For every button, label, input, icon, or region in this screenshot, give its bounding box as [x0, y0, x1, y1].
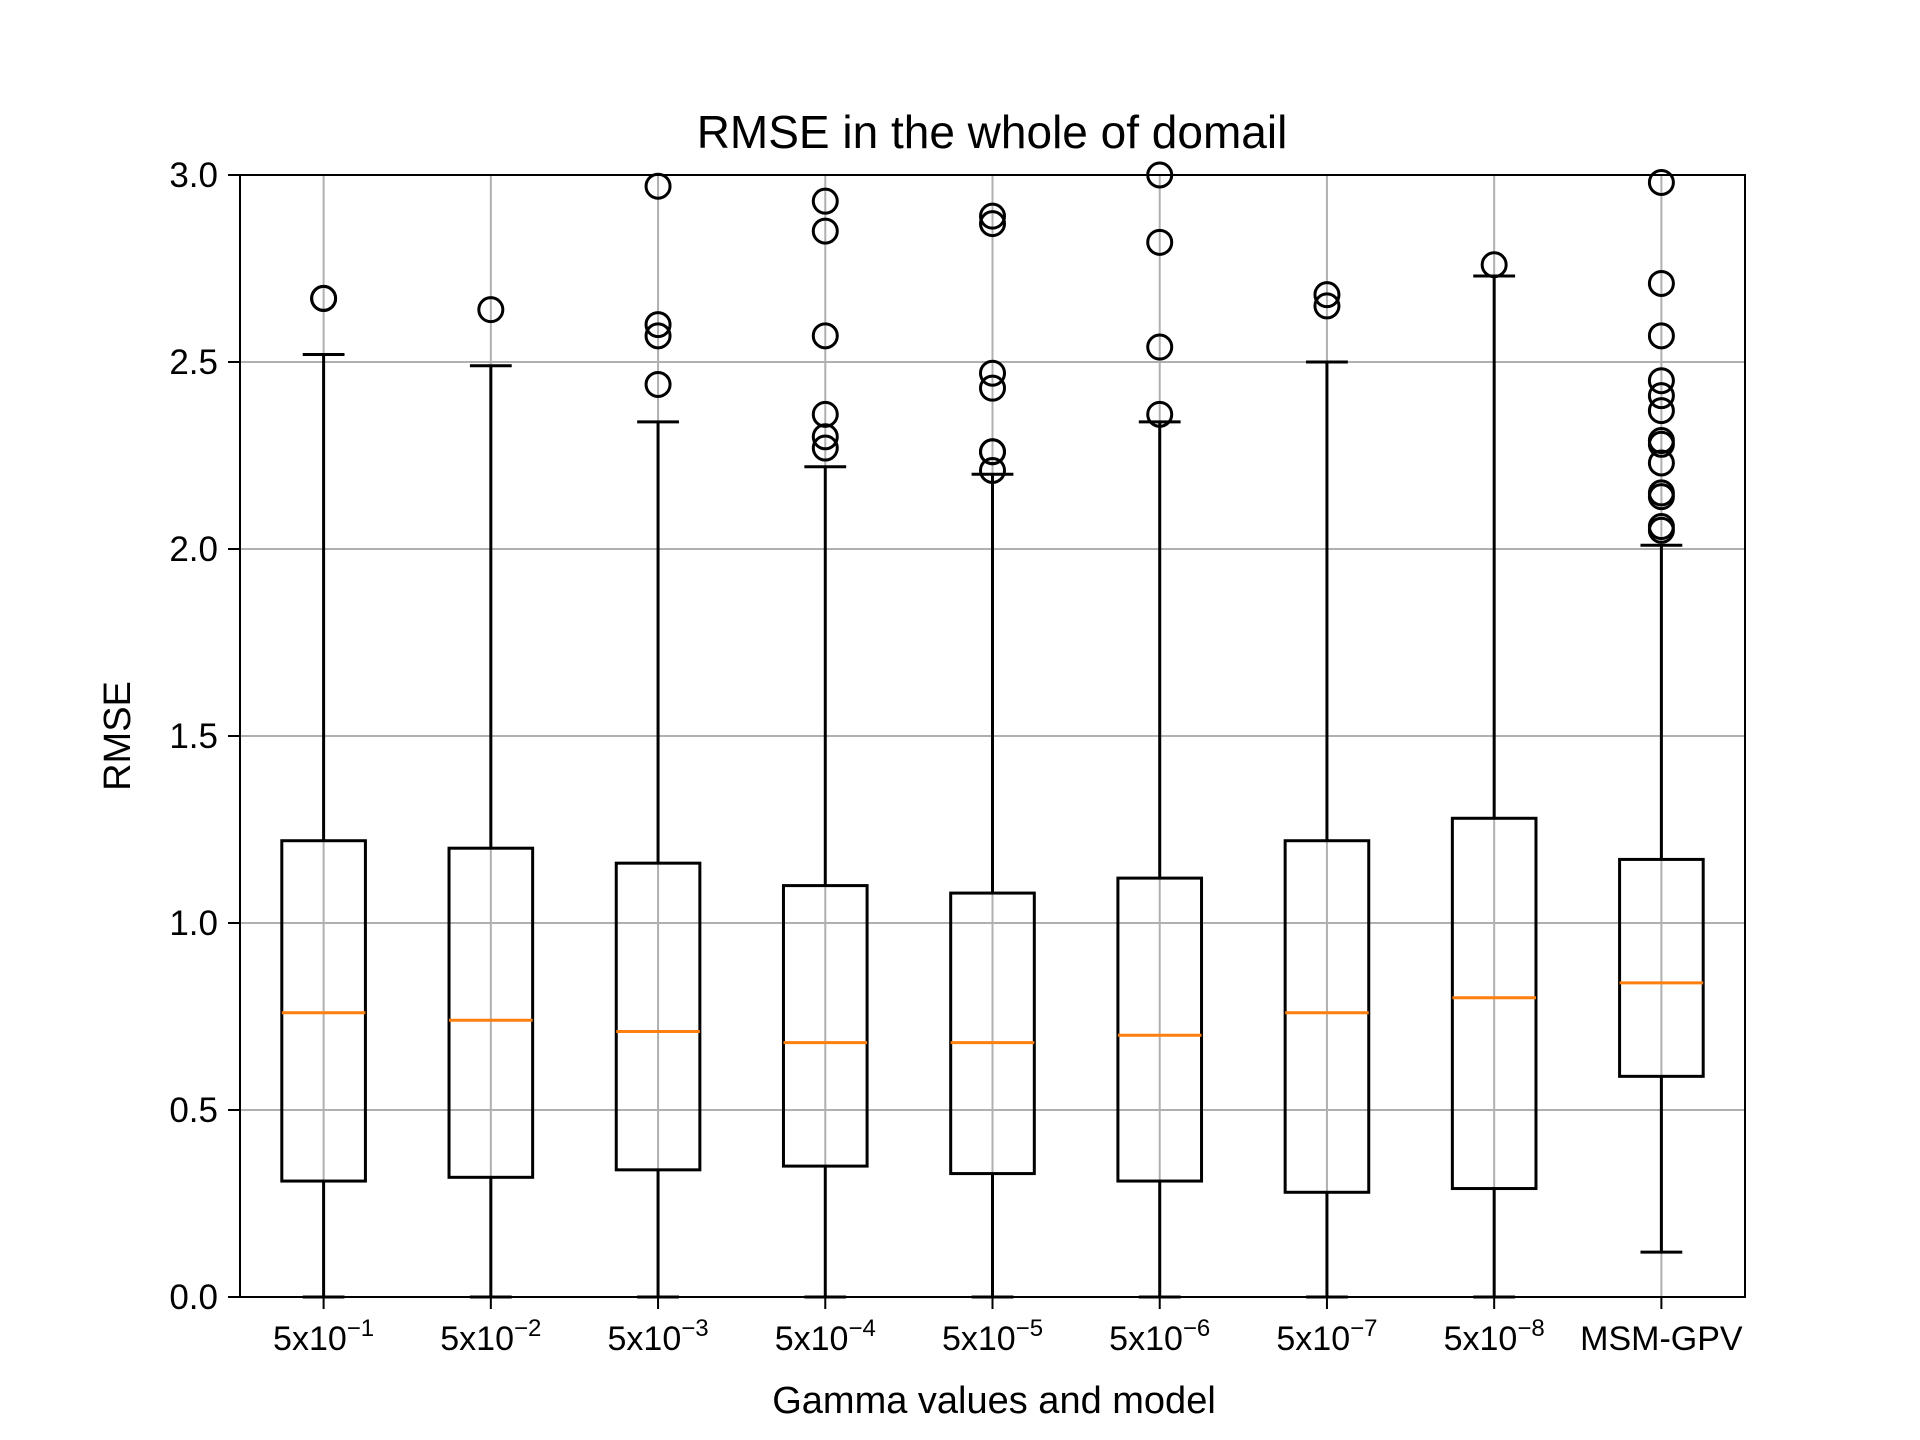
- box: [1618, 857, 1705, 1078]
- box-group: [1283, 281, 1371, 1299]
- box: [614, 861, 702, 1172]
- outlier-point: [1647, 513, 1675, 541]
- y-axis: 0.0 0.5 1.0 1.5 2.0 2.5 3.0: [169, 156, 240, 1317]
- outlier-point: [1647, 397, 1675, 425]
- outlier-point: [1647, 427, 1675, 455]
- box-group: [280, 284, 367, 1299]
- outlier-point: [811, 423, 839, 451]
- x-tick-label: 5x10−7: [1276, 1315, 1377, 1358]
- x-tick-label: 5x10−3: [608, 1315, 709, 1358]
- outlier-point: [1647, 449, 1675, 477]
- box: [280, 839, 367, 1183]
- outlier-point: [1146, 228, 1174, 256]
- outlier-point: [1313, 292, 1341, 320]
- box: [1283, 839, 1371, 1194]
- outlier-point: [979, 456, 1006, 484]
- outlier-point: [979, 374, 1006, 402]
- x-tick-label: MSM-GPV: [1580, 1320, 1743, 1358]
- outlier-point: [979, 202, 1006, 230]
- y-tick-label: 1.0: [169, 904, 218, 943]
- outlier-point: [1647, 382, 1675, 410]
- boxes: [280, 161, 1705, 1299]
- y-tick-label: 2.0: [169, 530, 218, 569]
- box-group: [1450, 251, 1538, 1299]
- x-tick-label: 5x10−5: [942, 1315, 1043, 1358]
- box: [1450, 816, 1538, 1191]
- x-axis-label: Gamma values and model: [772, 1380, 1216, 1422]
- outlier-point: [979, 438, 1006, 466]
- outlier-point: [1480, 251, 1508, 279]
- outlier-point: [1146, 400, 1174, 428]
- outlier-point: [1313, 281, 1341, 309]
- chart-title: RMSE in the whole of domail: [697, 106, 1288, 158]
- box-group: [447, 296, 535, 1299]
- outlier-point: [1647, 479, 1675, 507]
- y-tick-label: 1.5: [169, 717, 218, 756]
- x-tick-label: 5x10−4: [775, 1315, 876, 1358]
- outlier-point: [1647, 322, 1675, 350]
- y-axis-label: RMSE: [97, 681, 139, 791]
- outlier-point: [644, 322, 672, 350]
- outlier-point: [811, 187, 839, 215]
- outlier-point: [1647, 367, 1675, 395]
- y-tick-label: 0.0: [169, 1278, 218, 1317]
- outlier-point: [1647, 168, 1675, 196]
- outlier-point: [811, 400, 839, 428]
- outlier-point: [979, 359, 1006, 387]
- box: [447, 846, 535, 1179]
- outlier-point: [644, 311, 672, 339]
- outlier-point: [310, 284, 338, 312]
- x-axis: 5x10−1 5x10−2 5x10−3 5x10−4 5x10−5 5x10−6 5x10…: [273, 1297, 1743, 1358]
- outlier-point: [811, 217, 839, 245]
- box-group: [949, 202, 1036, 1299]
- box-group: [1618, 168, 1705, 1254]
- outlier-point: [1647, 269, 1675, 297]
- box: [781, 884, 869, 1168]
- outlier-point: [811, 434, 839, 462]
- x-tick-label: 5x10−1: [273, 1315, 374, 1358]
- x-tick-label: 5x10−6: [1109, 1315, 1210, 1358]
- box-group: [614, 172, 702, 1299]
- box: [949, 891, 1036, 1176]
- box: [1116, 876, 1204, 1183]
- outlier-point: [477, 296, 505, 324]
- outlier-point: [811, 322, 839, 350]
- y-tick-label: 3.0: [169, 156, 218, 195]
- x-tick-label: 5x10−2: [440, 1315, 541, 1358]
- outlier-point: [1146, 333, 1174, 361]
- y-tick-label: 0.5: [169, 1091, 218, 1130]
- x-tick-label: 5x10−8: [1444, 1315, 1545, 1358]
- outlier-point: [979, 210, 1006, 238]
- outlier-point: [644, 370, 672, 398]
- y-tick-label: 2.5: [169, 343, 218, 382]
